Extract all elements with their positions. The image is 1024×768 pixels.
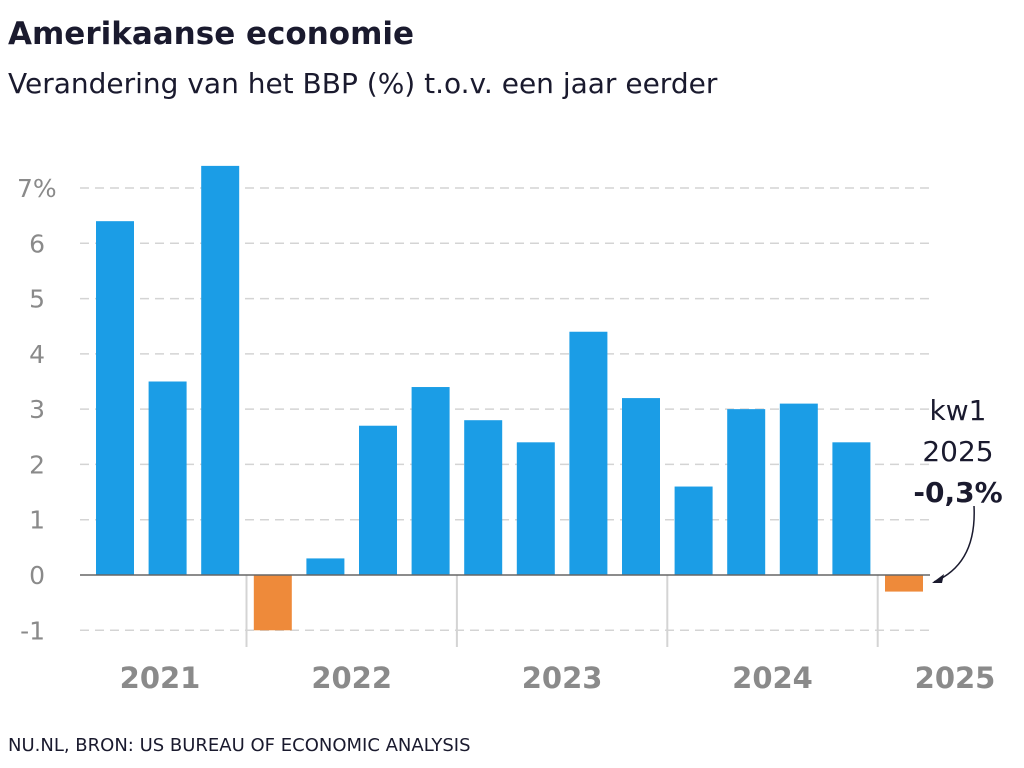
y-tick-label: 2 [29,450,45,479]
bar [885,575,923,592]
year-separators [245,575,879,647]
x-year-label: 2021 [120,661,201,695]
bar [306,558,345,575]
bar [201,165,240,575]
annotation: kw1 2025 -0,3% [913,394,1003,583]
x-year-label: 2024 [732,661,813,695]
y-tick-label: 5 [29,285,45,314]
bar [622,398,660,575]
bar [359,425,397,575]
annotation-line2: 2025 [922,435,993,468]
chart-title: Amerikaanse economie [8,16,414,52]
x-year-label: 2022 [311,661,392,695]
arrowhead-icon [932,574,944,583]
chart-subtitle: Verandering van het BBP (%) t.o.v. een j… [8,67,718,100]
y-tick-label: 0 [29,561,45,590]
bar [253,575,292,631]
bar [569,331,608,575]
bar [674,486,713,575]
bar [148,381,187,575]
bar [832,442,871,575]
annotation-arrow [933,505,975,583]
y-tick-label: 7% [17,174,57,203]
y-tick-label: 1 [29,506,45,535]
bar [779,403,818,575]
x-axis-year-labels: 2021 2022 2023 2024 2025 [120,661,996,695]
y-axis-ticks: -1 0 1 2 3 4 5 6 7% [17,174,57,645]
annotation-value: -0,3% [913,476,1002,509]
y-tick-label: -1 [20,616,45,645]
annotation-line1: kw1 [930,394,987,427]
bar [96,221,134,575]
y-tick-label: 6 [29,229,45,258]
bar [727,409,766,575]
y-tick-label: 3 [29,395,45,424]
x-year-label: 2023 [522,661,603,695]
bar [411,387,450,575]
x-year-label: 2025 [915,661,996,695]
bar [464,420,503,575]
bar [516,442,555,575]
source-note: NU.NL, BRON: US BUREAU OF ECONOMIC ANALY… [8,735,471,756]
y-tick-label: 4 [29,340,45,369]
bars [96,165,923,631]
